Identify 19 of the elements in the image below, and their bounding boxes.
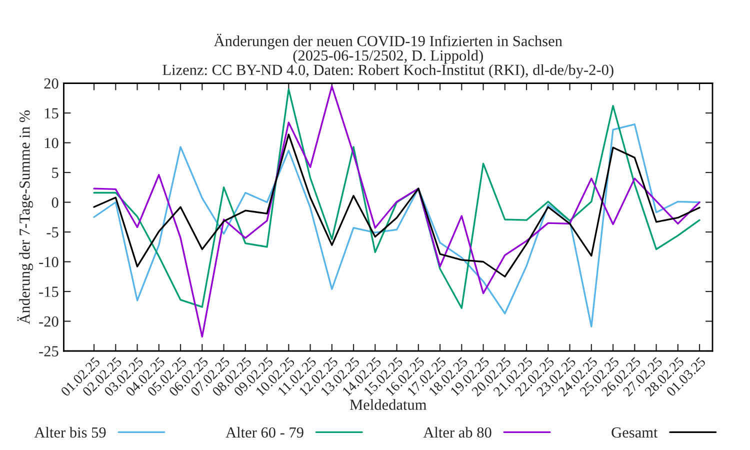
line-series	[93, 134, 700, 278]
y-tick-label: 20	[44, 78, 58, 89]
y-tick-label: -5	[46, 227, 58, 238]
y-axis-title: Änderung der 7-Tage-Summe in %	[17, 110, 33, 324]
legend-label: Alter ab 80	[423, 426, 492, 438]
y-tick-label: -20	[39, 316, 58, 327]
legend-label: Alter bis 59	[34, 426, 106, 438]
line-series	[93, 123, 700, 328]
y-tick-label: -15	[39, 286, 58, 297]
y-tick-label: -10	[39, 256, 58, 268]
y-tick-label: 15	[44, 108, 58, 118]
legend-label: Alter 60 - 79	[226, 426, 304, 438]
y-tick-label: -25	[39, 346, 58, 356]
legend-label: Gesamt	[612, 427, 658, 438]
y-tick-label: 5	[52, 168, 58, 178]
x-axis-title: Meldedatum	[350, 399, 426, 410]
y-tick-label: 10	[44, 138, 58, 148]
y-tick-label: 0	[52, 197, 58, 208]
chart-title: Änderungen der neuen COVID-19 Infizierten in Sachsen (2025-06-15/2502, D. Lippold) Lizenz: CC BY-ND 4.0, Daten: Robert Koch-Institut (RKI), dl-de/by-2-0)	[162, 34, 614, 78]
